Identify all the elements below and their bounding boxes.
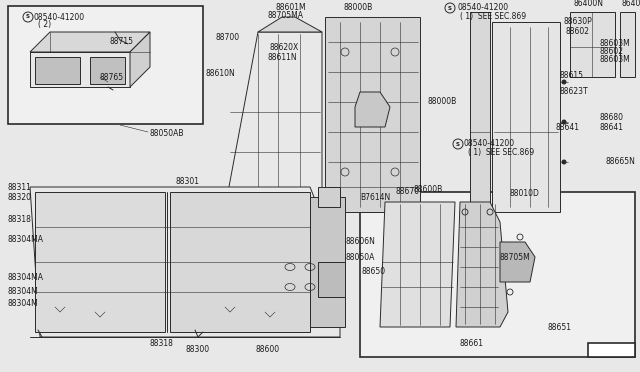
Text: 88606N: 88606N	[345, 237, 375, 247]
Polygon shape	[170, 192, 310, 332]
Text: 88010D: 88010D	[510, 189, 540, 199]
Polygon shape	[470, 12, 490, 217]
Text: R880006R: R880006R	[590, 347, 627, 353]
Text: 88661: 88661	[460, 340, 484, 349]
Text: 88050AB: 88050AB	[150, 129, 184, 138]
Bar	[360, 192, 635, 357]
Polygon shape	[35, 57, 80, 84]
Polygon shape	[30, 32, 150, 52]
Text: 88050A: 88050A	[345, 253, 374, 262]
Text: 88318: 88318	[8, 215, 32, 224]
Polygon shape	[30, 187, 340, 337]
Text: 88304MA: 88304MA	[8, 235, 44, 244]
Text: 08540-41200: 08540-41200	[457, 3, 508, 13]
Polygon shape	[500, 242, 535, 282]
Polygon shape	[570, 12, 615, 77]
Polygon shape	[35, 192, 165, 332]
Polygon shape	[228, 32, 322, 207]
Text: B7614N: B7614N	[360, 192, 390, 202]
Text: 88630P: 88630P	[564, 17, 593, 26]
Text: 88665N: 88665N	[605, 157, 635, 167]
Text: 88320: 88320	[8, 192, 32, 202]
Polygon shape	[620, 12, 635, 77]
Text: 88610N: 88610N	[205, 70, 235, 78]
Text: ( 2): ( 2)	[38, 20, 51, 29]
Text: 88603M: 88603M	[600, 55, 631, 64]
Text: 88000B: 88000B	[343, 3, 372, 13]
Text: 88601M: 88601M	[275, 3, 306, 13]
Polygon shape	[355, 92, 390, 127]
Text: 88301: 88301	[175, 177, 199, 186]
Text: 88611N: 88611N	[268, 52, 298, 61]
Polygon shape	[325, 17, 420, 212]
Polygon shape	[492, 22, 560, 212]
Polygon shape	[258, 17, 322, 32]
Circle shape	[561, 119, 566, 125]
Text: 88600B: 88600B	[413, 185, 442, 193]
Text: 86400N: 86400N	[573, 0, 603, 7]
Text: 88705M: 88705M	[500, 253, 531, 262]
Text: 88651: 88651	[548, 323, 572, 331]
Bar	[8, 6, 203, 124]
Circle shape	[561, 80, 566, 84]
Text: 88311: 88311	[8, 183, 32, 192]
Text: 88602: 88602	[600, 48, 624, 57]
Text: 08540-41200: 08540-41200	[464, 140, 515, 148]
Polygon shape	[456, 202, 508, 327]
Polygon shape	[310, 197, 345, 327]
Text: 88603M: 88603M	[600, 39, 631, 48]
Text: 88765: 88765	[100, 74, 124, 83]
Text: ( 1)  SEE SEC.869: ( 1) SEE SEC.869	[460, 12, 526, 20]
Text: 88715: 88715	[110, 38, 134, 46]
Polygon shape	[380, 202, 455, 327]
Polygon shape	[318, 262, 345, 297]
Text: 88304M: 88304M	[8, 299, 39, 308]
Text: 88641: 88641	[600, 122, 624, 131]
Text: 88615: 88615	[560, 71, 584, 80]
Text: 86400N: 86400N	[621, 0, 640, 7]
Text: 88602: 88602	[565, 28, 589, 36]
Polygon shape	[90, 57, 125, 84]
Text: S: S	[26, 15, 30, 19]
Polygon shape	[318, 187, 340, 207]
Text: 88600: 88600	[255, 346, 279, 355]
Text: 88300: 88300	[185, 346, 209, 355]
Text: 88650: 88650	[362, 267, 386, 276]
Polygon shape	[130, 32, 150, 87]
Text: 88700: 88700	[215, 32, 239, 42]
Text: 88304M: 88304M	[8, 288, 39, 296]
Text: 88000B: 88000B	[428, 97, 457, 106]
Text: S: S	[456, 141, 460, 147]
Text: 08540-41200: 08540-41200	[34, 13, 85, 22]
Polygon shape	[30, 52, 130, 87]
Text: S: S	[448, 6, 452, 10]
Text: 88670: 88670	[395, 187, 419, 196]
Text: ( 1)  SEE SEC.869: ( 1) SEE SEC.869	[468, 148, 534, 157]
Text: 88620X: 88620X	[270, 42, 300, 51]
Bar	[588, 343, 635, 357]
Text: 88705MA: 88705MA	[268, 12, 304, 20]
Text: 88304MA: 88304MA	[8, 273, 44, 282]
Text: 88623T: 88623T	[560, 87, 589, 96]
Text: 88318: 88318	[150, 340, 174, 349]
Circle shape	[561, 160, 566, 164]
Text: 88641: 88641	[555, 122, 579, 131]
Text: 88680: 88680	[600, 112, 624, 122]
